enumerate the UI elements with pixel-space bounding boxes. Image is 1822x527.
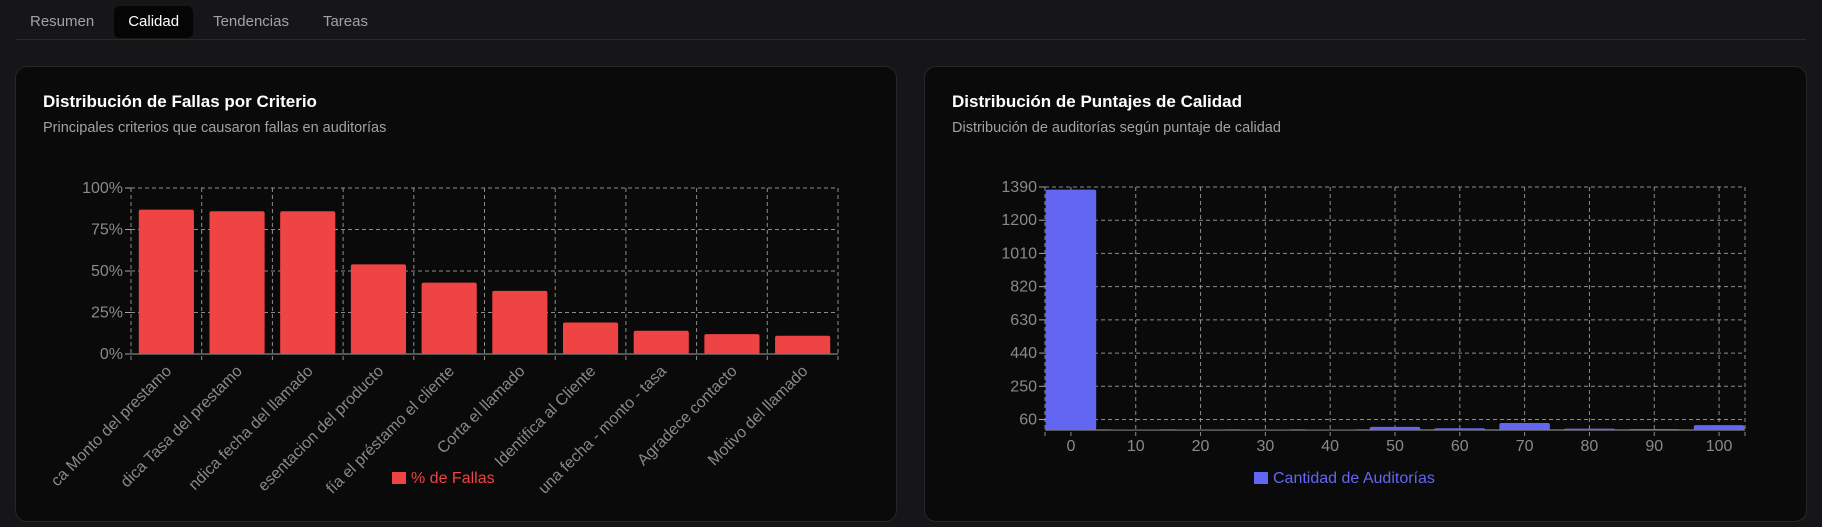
legend-label: Cantidad de Auditorías <box>1273 470 1435 487</box>
x-tick-label: 70 <box>1516 438 1534 455</box>
bar <box>634 331 689 354</box>
failures-bar-chart: 0% 25% 50% 75% 100% ca Monto del prestamodica… <box>16 67 897 522</box>
x-tick-label: ndica fecha del llamado <box>186 363 317 494</box>
x-tick-label: 90 <box>1645 438 1663 455</box>
bar <box>704 334 759 354</box>
x-tick-label: dica Tasa del prestamo <box>118 363 246 491</box>
bar <box>1629 429 1680 430</box>
tab-tareas[interactable]: Tareas <box>309 6 382 38</box>
x-tick-label: una fecha - monto - tasa <box>535 363 670 498</box>
y-tick-label: 440 <box>1010 345 1037 362</box>
y-tick-label: 60 <box>1019 412 1037 429</box>
bar <box>351 264 406 354</box>
bar <box>422 283 477 354</box>
tab-bar: Resumen Calidad Tendencias Tareas <box>16 6 1806 40</box>
legend-swatch <box>392 472 406 484</box>
y-tick-label: 100% <box>82 180 123 197</box>
bar <box>280 211 335 354</box>
quality-score-distribution-card: Distribución de Puntajes de Calidad Dist… <box>924 66 1807 522</box>
failures-by-criterion-card: Distribución de Fallas por Criterio Prin… <box>15 66 897 522</box>
bar <box>1240 429 1291 430</box>
y-tick-label: 1010 <box>1001 245 1037 262</box>
y-tick-label: 250 <box>1010 378 1037 395</box>
x-tick-label: 30 <box>1256 438 1274 455</box>
bar <box>1110 429 1161 430</box>
x-tick-label: 80 <box>1581 438 1599 455</box>
bar <box>492 291 547 354</box>
y-tick-label: 820 <box>1010 279 1037 296</box>
x-tick-label: 10 <box>1127 438 1145 455</box>
legend-label: % de Fallas <box>411 470 495 487</box>
y-tick-label: 75% <box>91 222 123 239</box>
x-tick-label: 60 <box>1451 438 1469 455</box>
y-tick-label: 1200 <box>1001 212 1037 229</box>
x-tick-label: 40 <box>1321 438 1339 455</box>
bar <box>1370 427 1421 430</box>
y-tick-label: 50% <box>91 263 123 280</box>
bar <box>1305 429 1356 430</box>
x-tick-label: 0 <box>1066 438 1075 455</box>
y-tick-label: 25% <box>91 305 123 322</box>
bar <box>209 211 264 354</box>
y-tick-label: 1390 <box>1001 179 1037 196</box>
bar <box>563 322 618 354</box>
tab-resumen[interactable]: Resumen <box>16 6 108 38</box>
bar <box>1499 423 1550 430</box>
x-tick-label: ca Monto del prestamo <box>48 363 175 490</box>
bar <box>1564 429 1615 430</box>
bar <box>1435 428 1486 430</box>
x-tick-label: 50 <box>1386 438 1404 455</box>
x-tick-label: esentacion del producto <box>255 363 387 495</box>
bar <box>139 210 194 354</box>
bar <box>775 336 830 354</box>
tab-tendencias[interactable]: Tendencias <box>199 6 303 38</box>
tab-calidad[interactable]: Calidad <box>114 6 193 38</box>
y-tick-label: 0% <box>100 346 123 363</box>
bar <box>1046 190 1097 430</box>
y-tick-label: 630 <box>1010 312 1037 329</box>
legend-swatch <box>1254 472 1268 484</box>
quality-score-bar-chart: 60 250 440 630 820 1010 1200 1390 0 10 20 30 40 50 60 7… <box>925 67 1807 522</box>
bar <box>1694 425 1745 430</box>
x-tick-label: 20 <box>1192 438 1210 455</box>
x-tick-label: 100 <box>1706 438 1733 455</box>
